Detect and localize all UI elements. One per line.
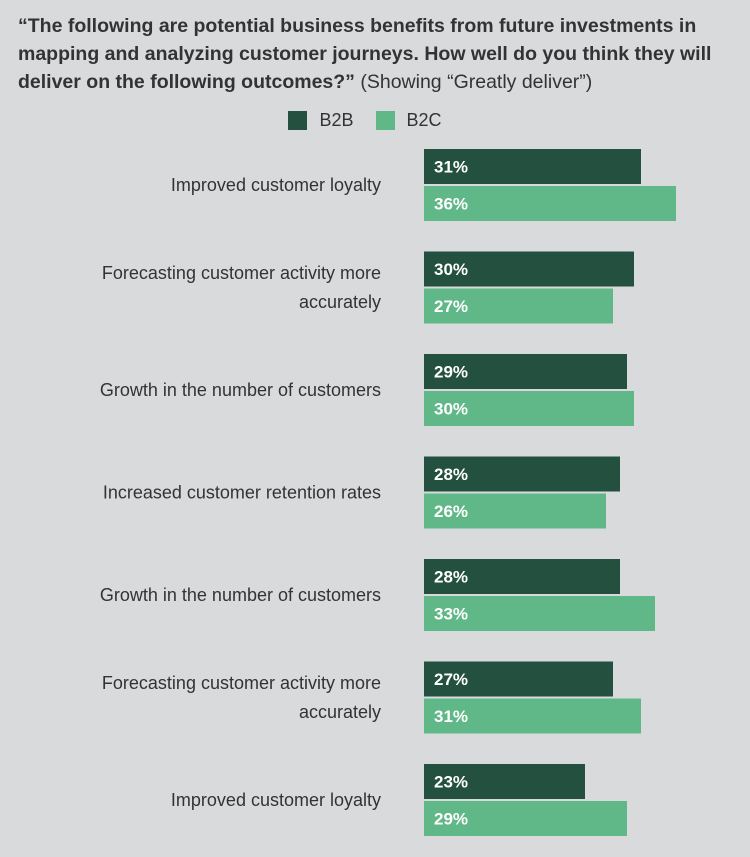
bar-b2c-2: [424, 288, 613, 324]
data-label-b2c-2: 27%: [434, 297, 468, 316]
data-label-b2c-7: 29%: [434, 810, 468, 829]
data-label-b2b-4: 28%: [434, 465, 468, 484]
bar-b2c-3: [424, 391, 634, 426]
bar-b2b-1: [424, 149, 641, 184]
legend-item-b2b: B2B: [288, 109, 354, 131]
category-label-3: Growth in the number of customers: [100, 380, 381, 400]
legend-swatch-b2c: [375, 110, 395, 130]
category-label-4: Increased customer retention rates: [103, 483, 381, 503]
data-label-b2b-7: 23%: [434, 773, 468, 792]
bar-b2c-7: [424, 801, 627, 836]
bar-b2b-3: [424, 354, 627, 389]
data-label-b2c-4: 26%: [434, 502, 468, 521]
bar-b2b-6: [424, 661, 613, 697]
data-label-b2b-3: 29%: [434, 363, 468, 382]
data-label-b2c-3: 30%: [434, 400, 468, 419]
legend-swatch-b2b: [288, 110, 308, 130]
data-label-b2b-5: 28%: [434, 568, 468, 587]
data-label-b2c-6: 31%: [434, 707, 468, 726]
data-label-b2b-2: 30%: [434, 260, 468, 279]
bar-b2c-6: [424, 698, 641, 734]
bar-b2b-2: [424, 251, 634, 287]
question-note: (Showing “Greatly deliver”): [360, 71, 593, 93]
bar-b2b-4: [424, 456, 620, 492]
legend-label-b2b: B2B: [319, 109, 354, 130]
category-label-5: Growth in the number of customers: [100, 585, 381, 605]
bar-b2b-5: [424, 559, 620, 594]
category-label-6: Forecasting customer activity more accura…: [102, 673, 381, 722]
data-label-b2b-1: 31%: [434, 158, 468, 177]
bar-b2b-7: [424, 764, 585, 799]
bar-b2c-1: [424, 186, 676, 221]
data-label-b2c-1: 36%: [434, 195, 468, 214]
data-label-b2b-6: 27%: [434, 670, 468, 689]
category-label-2: Forecasting customer activity more accura…: [102, 263, 381, 312]
bar-b2c-5: [424, 596, 655, 631]
legend-item-b2c: B2C: [375, 109, 442, 131]
legend-label-b2c: B2C: [406, 109, 442, 130]
question-text: “The following are potential business be…: [18, 15, 712, 93]
bar-b2c-4: [424, 493, 606, 529]
chart-legend: B2B B2C: [0, 108, 750, 132]
chart-question: “The following are potential business be…: [18, 12, 738, 96]
category-label-7: Improved customer loyalty: [171, 790, 381, 810]
data-label-b2c-5: 33%: [434, 605, 468, 624]
category-label-1: Improved customer loyalty: [171, 175, 381, 195]
